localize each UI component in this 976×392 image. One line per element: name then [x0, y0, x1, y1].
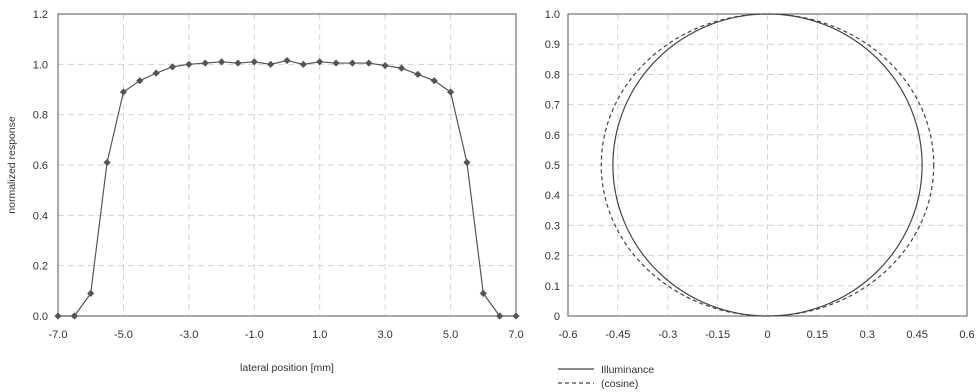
- chart1-y-tick-label: 0.6: [33, 160, 48, 172]
- chart1-y-tick-label: 0.4: [33, 210, 48, 222]
- chart1-data-point: [381, 61, 389, 70]
- chart2-gridlines: [567, 13, 968, 317]
- chart1-y-tick-label: 1.0: [33, 59, 48, 71]
- chart1-x-tick-label: 7.0: [508, 329, 523, 341]
- chart1-data-point: [430, 77, 438, 85]
- chart1-data-point: [414, 70, 422, 78]
- chart1-series-line: [58, 59, 516, 317]
- chart2-x-tick-label: 0.6: [959, 329, 974, 341]
- chart1-x-tick-label: -5.0: [114, 329, 133, 341]
- chart2-x-tick-label: -0.6: [559, 329, 578, 341]
- cosine-response-chart: -0.6 -0.45 -0.3 -0.15 0 0.15 0.3 0.45 0.6 0 0.1 0.…: [545, 9, 975, 390]
- lateral-response-chart: -7.0 -5.0 -3.0 -1.0 1.0 3.0 5.0 7.0 0.00.20.40.…: [6, 9, 524, 374]
- chart1-y-tick-label: 0.0: [33, 311, 48, 323]
- chart2-y-tick-label: 0.4: [545, 190, 560, 202]
- chart2-x-tick-label: -0.45: [605, 329, 630, 341]
- chart1-data-point: [512, 312, 520, 320]
- chart1-data-point: [365, 59, 373, 67]
- chart1-x-tick-label: 1.0: [312, 329, 327, 341]
- chart2-y-tick-label: 0.1: [545, 281, 560, 293]
- chart2-x-tick-label: 0.15: [807, 329, 828, 341]
- chart1-data-point: [119, 88, 128, 96]
- chart1-y-tick-label: 1.2: [33, 9, 48, 21]
- chart1-data-point: [152, 69, 160, 77]
- chart1-x-tick-label: 3.0: [377, 329, 392, 341]
- chart1-y-tick-label: 0.2: [33, 261, 48, 273]
- chart2-y-tick-label: 0.7: [545, 100, 560, 112]
- chart1-x-tick-label: -1.0: [245, 329, 264, 341]
- chart2-y-tick-label: 0.5: [545, 160, 560, 172]
- chart2-x-tick-label: 0.45: [906, 329, 927, 341]
- chart1-data-point: [168, 63, 177, 71]
- chart2-x-tick-label: 0: [764, 329, 770, 341]
- chart1-data-point: [70, 312, 78, 320]
- chart1-x-tick-label: 5.0: [443, 329, 458, 341]
- chart1-data-point: [136, 77, 144, 85]
- illuminance-curve: [612, 13, 923, 317]
- chart2-series: [600, 13, 935, 317]
- chart2-y-tick-label: 0.8: [545, 69, 560, 81]
- chart2-x-tick-label: -0.3: [658, 329, 677, 341]
- legend-illuminance-label: Illuminance: [601, 364, 654, 376]
- chart1-data-point: [348, 59, 357, 67]
- legend-cosine-label: (cosine): [601, 378, 638, 390]
- chart2-x-tick-label: -0.15: [705, 329, 730, 341]
- chart2-y-tick-label: 1.0: [545, 9, 560, 21]
- cosine-curve: [600, 13, 935, 317]
- chart1-data-point: [103, 158, 111, 167]
- chart1-x-axis-label: lateral position [mm]: [240, 362, 334, 374]
- chart1-data-point: [479, 289, 487, 297]
- chart1-data-point: [234, 59, 242, 67]
- chart1-data-point: [446, 88, 455, 96]
- chart2-legend: Illuminance (cosine): [558, 364, 654, 390]
- chart1-x-tick-label: -3.0: [179, 329, 198, 341]
- chart1-data-point: [87, 289, 95, 297]
- chart1-data-point: [250, 58, 258, 66]
- chart2-y-tick-labels: 0 0.1 0.2 0.3 0.4 0.5 0.6 0.7 0.8 0.9 1.0: [545, 9, 560, 323]
- chart1-data-point: [283, 56, 291, 65]
- chart1-data-point: [201, 59, 209, 67]
- chart1-data-point: [267, 60, 275, 68]
- chart1-data-point: [463, 158, 471, 167]
- chart2-y-tick-label: 0.2: [545, 251, 560, 263]
- chart1-y-tick-labels: 0.0 0.2 0.4 0.6 0.8 1.0 1.2: [33, 9, 48, 323]
- chart1-data-point: [299, 60, 307, 68]
- chart1-data-point: [397, 64, 406, 72]
- chart1-plot-frame: [57, 13, 517, 317]
- chart1-x-tick-label: -7.0: [49, 329, 68, 341]
- chart2-y-tick-label: 0: [554, 311, 560, 323]
- chart2-y-tick-label: 0.9: [545, 39, 560, 51]
- chart1-data-point: [54, 312, 62, 320]
- chart1-y-axis-label: normalized response: [6, 116, 18, 214]
- chart1-data-point: [496, 312, 504, 320]
- chart1-y-tick-label: 0.8: [33, 110, 48, 122]
- chart1-data-point: [217, 58, 226, 66]
- chart2-y-tick-label: 0.6: [545, 130, 560, 142]
- chart2-y-tick-label: 0.3: [545, 220, 560, 232]
- chart1-data-point: [316, 58, 324, 66]
- chart1-data-point: [332, 59, 340, 67]
- chart2-x-tick-labels: -0.6 -0.45 -0.3 -0.15 0 0.15 0.3 0.45 0.6: [559, 329, 975, 341]
- chart1-data-point: [185, 60, 193, 68]
- chart2-x-tick-label: 0.3: [860, 329, 875, 341]
- chart1-series: [54, 56, 520, 320]
- chart1-x-tick-labels: -7.0 -5.0 -3.0 -1.0 1.0 3.0 5.0 7.0: [49, 329, 524, 341]
